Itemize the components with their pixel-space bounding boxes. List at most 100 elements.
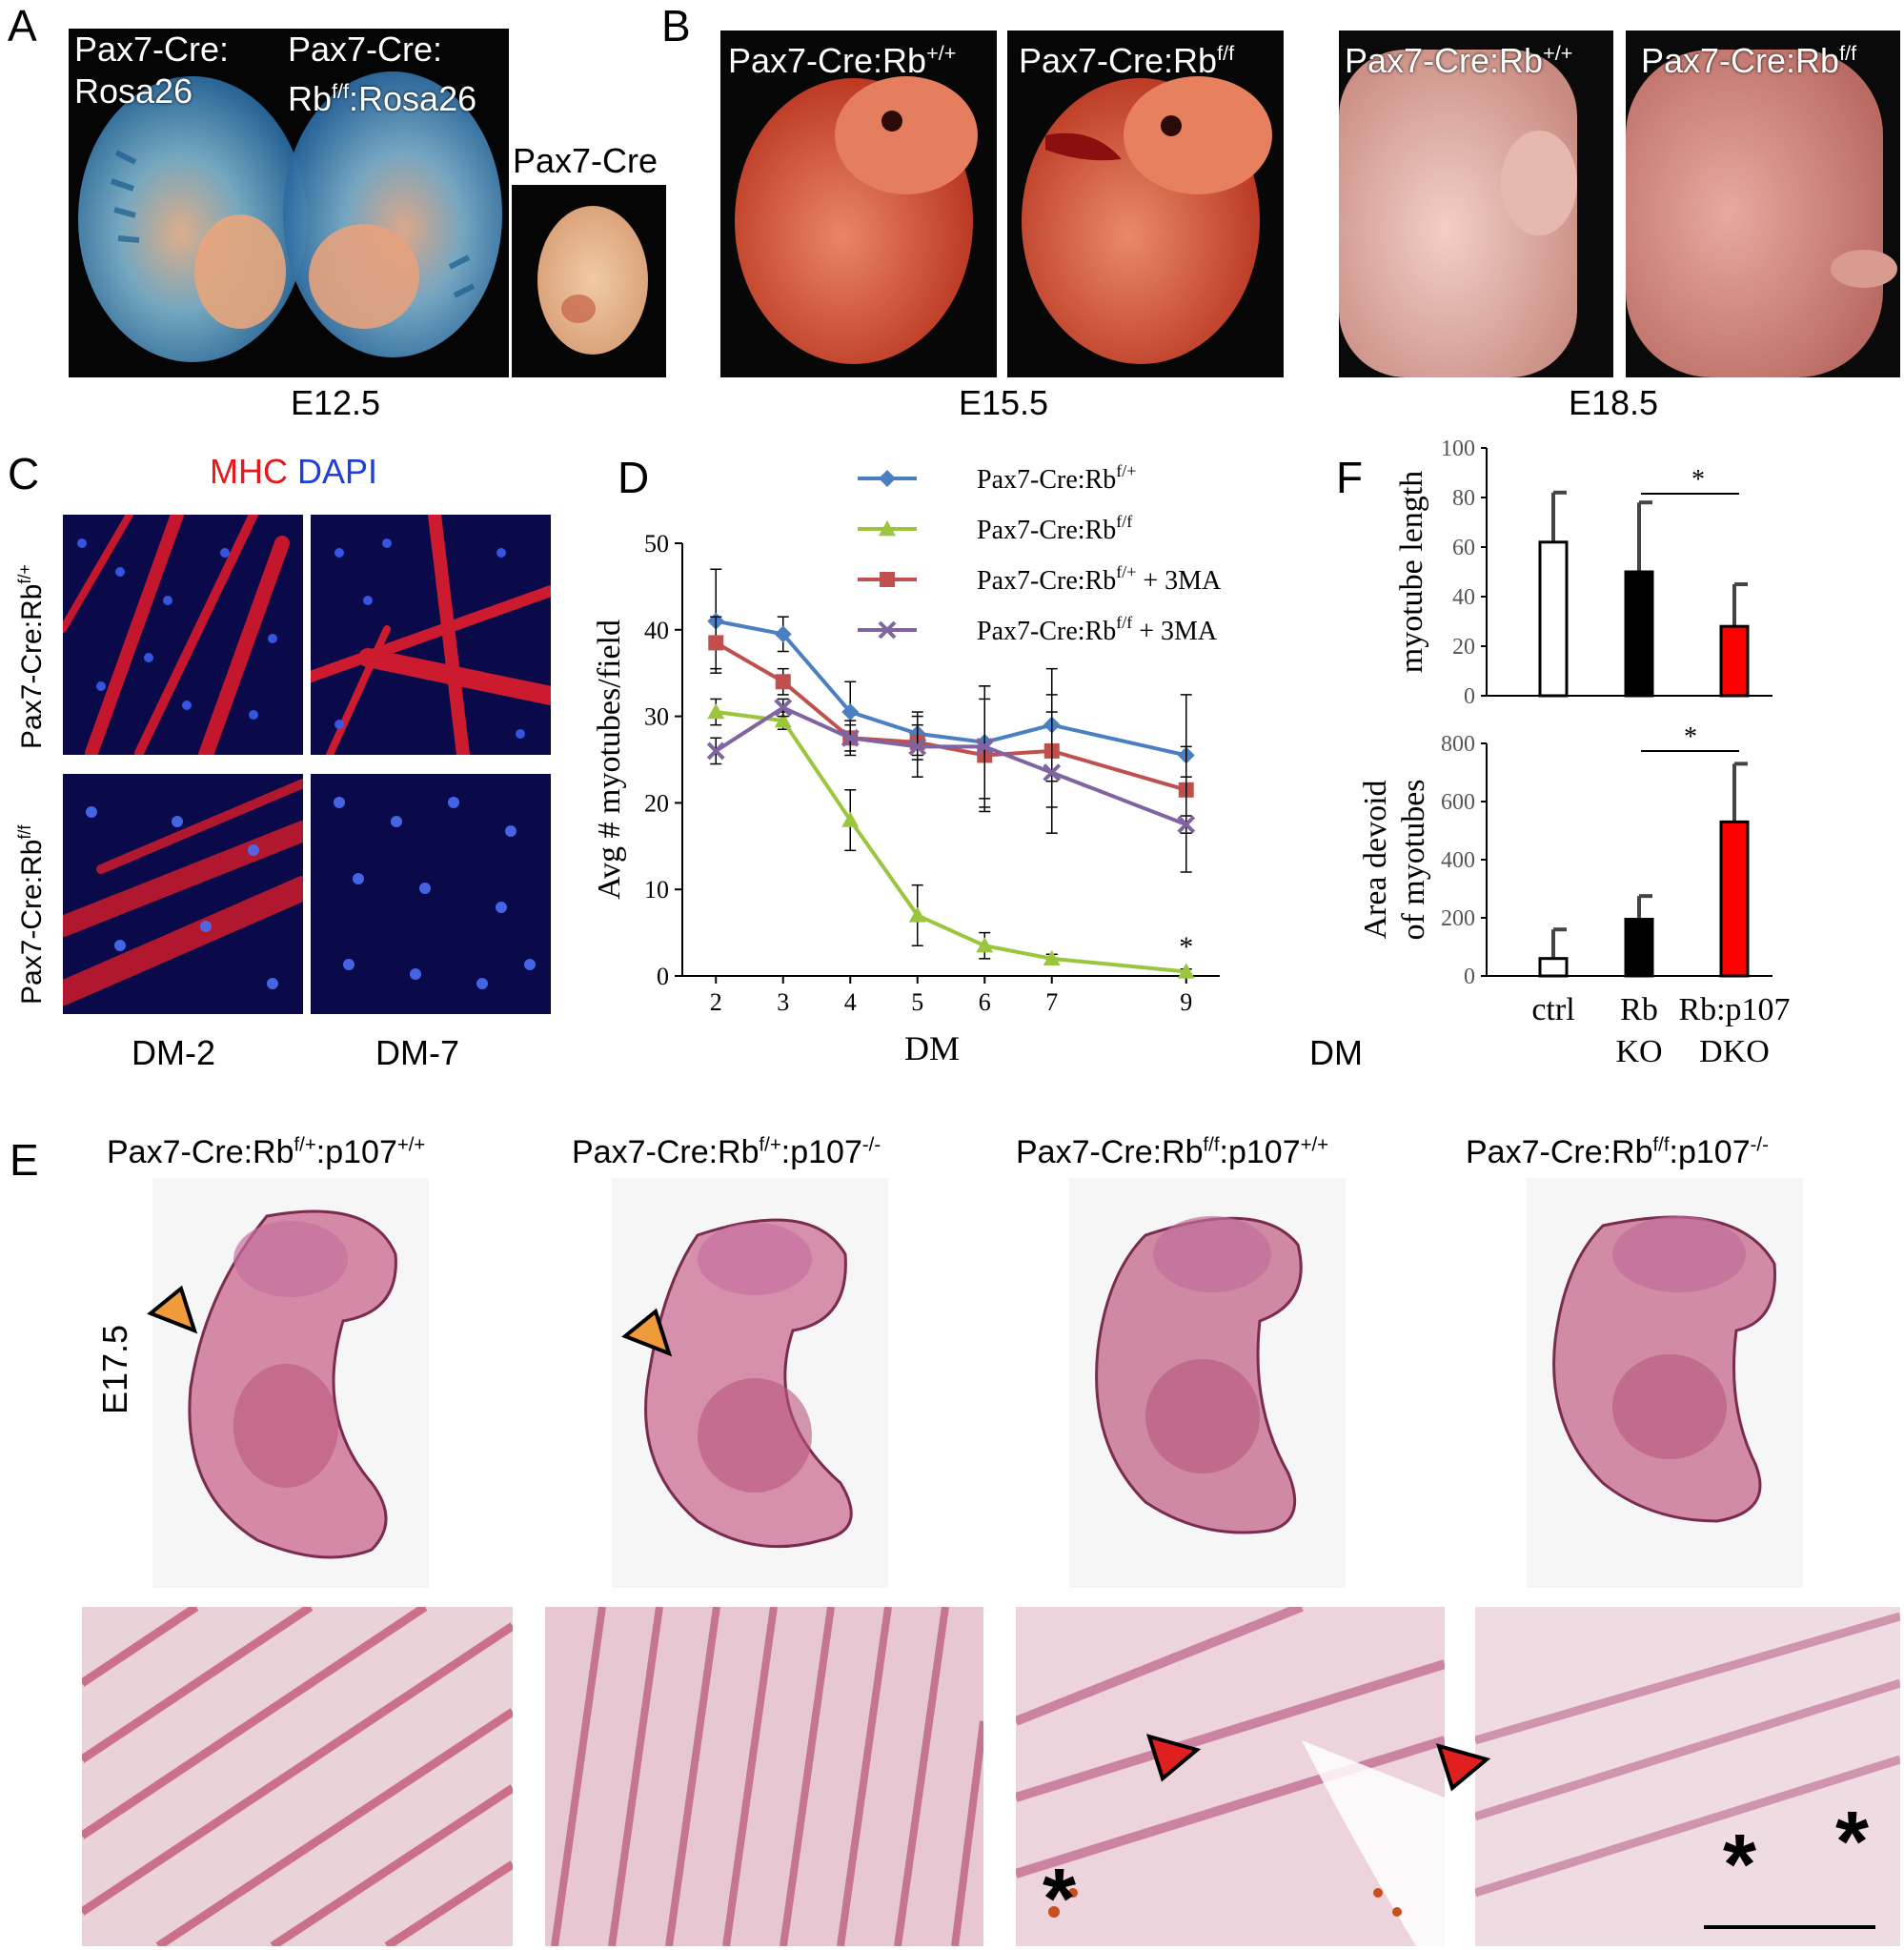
embryo-photo-b-e155-wt: Pax7-Cre:Rb+/+	[720, 30, 997, 377]
series-3	[706, 685, 1196, 873]
row-label-c-1: Pax7-Cre:Rbf/+	[15, 564, 48, 749]
fluorescence-c-wt-dm7	[311, 515, 551, 755]
panel-letter-c: C	[8, 449, 40, 498]
label-a-1: Pax7-Cre:	[74, 30, 230, 69]
legend-label: Pax7-Cre:Rbf/+	[977, 461, 1136, 495]
stage-b-2: E18.5	[1569, 383, 1659, 422]
legend-marker	[878, 620, 897, 640]
he-closeup-e-4: * *	[1475, 1607, 1900, 1946]
label-b-2: Pax7-Cre:Rbf/f	[1019, 41, 1235, 80]
x-axis-label: DM	[904, 1029, 960, 1067]
f-category-label: KO	[1615, 1034, 1662, 1069]
data-point	[708, 635, 724, 651]
legend-marker	[879, 520, 896, 537]
data-point	[841, 811, 860, 827]
data-point	[1177, 963, 1195, 979]
fluorescence-c-ko-dm7	[311, 774, 551, 1014]
data-point	[908, 906, 926, 923]
f-bot-y-tick-label: 400	[1441, 848, 1475, 873]
label-a-4: Rbf/f:Rosa26	[288, 79, 477, 118]
x-tick-label: 2	[710, 988, 722, 1016]
f-bot-y-tick-label: 600	[1441, 790, 1475, 815]
series-0	[707, 568, 1195, 817]
f-bot-bar-0	[1538, 957, 1569, 978]
panel-letter-f: F	[1336, 453, 1364, 502]
x-tick-label: 4	[844, 988, 857, 1016]
asterisk-e-4b: *	[1835, 1795, 1870, 1890]
y-tick-label: 20	[644, 789, 669, 817]
x-tick-label: 5	[911, 988, 923, 1016]
row-label-c-2: Pax7-Cre:Rbf/f	[15, 824, 48, 1005]
data-point	[1177, 815, 1196, 834]
stage-b-1: E15.5	[959, 383, 1049, 422]
data-point	[774, 699, 793, 717]
stage-e: E17.5	[95, 1324, 134, 1414]
genotype-e-2: Pax7-Cre:Rbf/+:p107-/-	[572, 1134, 881, 1170]
label-b-3: Pax7-Cre:Rb+/+	[1345, 41, 1573, 80]
label-a-3: Pax7-Cre:	[288, 30, 443, 69]
f-top-significance-star: *	[1691, 465, 1705, 495]
f-bot-y-tick-label: 0	[1464, 965, 1475, 989]
data-point	[774, 625, 792, 643]
genotype-e-1: Pax7-Cre:Rbf/+:p107+/+	[107, 1134, 426, 1170]
legend-label: Pax7-Cre:Rbf/f	[977, 512, 1132, 545]
data-point	[976, 937, 994, 953]
f-category-label: Rb	[1620, 992, 1658, 1027]
data-point	[707, 703, 725, 720]
legend-marker	[880, 572, 895, 587]
label-b-4: Pax7-Cre:Rbf/f	[1641, 41, 1857, 80]
embryo-photo-b-e185-ko: Pax7-Cre:Rbf/f	[1626, 30, 1900, 377]
f-top-y-axis-label: myotube length	[1394, 471, 1429, 673]
x-tick-label: 3	[777, 988, 789, 1016]
data-point	[841, 728, 860, 747]
he-closeup-e-3: *	[1016, 1607, 1445, 1946]
f-bot-y-axis-label: Area devoidof myotubes	[1358, 779, 1431, 940]
asterisk-e-4a: *	[1723, 1818, 1757, 1913]
y-axis-label: Avg # myotubes/field	[592, 620, 627, 900]
data-point	[774, 712, 792, 728]
f-category-label: DKO	[1699, 1034, 1770, 1069]
he-section-e-1	[152, 1178, 429, 1588]
arrowhead-red-1	[1145, 1734, 1202, 1782]
data-point	[1043, 949, 1061, 966]
y-tick-label: 10	[644, 876, 669, 904]
data-point	[908, 737, 927, 756]
f-category-label: Rb:p107	[1678, 992, 1790, 1027]
embryo-photo-a-rosa26: Pax7-Cre: Rosa26 Pax7-Cre: Rbf/f:Rosa26	[69, 29, 509, 377]
panel-letter-e: E	[10, 1135, 39, 1185]
y-tick-label: 40	[644, 617, 669, 644]
legend-label: Pax7-Cre:Rbf/+ + 3MA	[977, 562, 1222, 596]
he-closeup-e-1	[82, 1607, 513, 1946]
label-b-1: Pax7-Cre:Rb+/+	[728, 41, 957, 80]
f-top-bar-1	[1624, 570, 1654, 698]
embryo-photo-b-e155-ko: Pax7-Cre:Rbf/f	[1007, 30, 1284, 377]
genotype-e-4: Pax7-Cre:Rbf/f:p107-/-	[1466, 1134, 1769, 1170]
f-top-y-tick-label: 60	[1452, 536, 1475, 560]
f-top-bar-2	[1719, 624, 1750, 698]
f-bot-y-tick-label: 200	[1441, 906, 1475, 931]
panel-letter-a: A	[8, 1, 37, 51]
fluorescence-c-ko-dm2	[63, 774, 303, 1014]
chart-d-line: 0 10 20 30 40 50 2 3 4 5 6 7 9 DM Avg # myotubes/field…	[592, 461, 1222, 1067]
he-section-e-3	[1069, 1178, 1346, 1588]
y-tick-label: 0	[657, 963, 669, 990]
stage-a: E12.5	[291, 383, 381, 422]
f-top-y-tick-label: 0	[1464, 684, 1475, 709]
he-closeup-e-2	[545, 1607, 983, 1946]
arrowhead-orange-1	[147, 1285, 198, 1334]
f-bot-bar-2	[1719, 820, 1750, 978]
data-point	[706, 741, 725, 761]
f-top-bar-0	[1538, 540, 1569, 698]
significance-star: *	[1179, 931, 1193, 963]
panel-letter-b: B	[661, 1, 691, 51]
panel-letter-d: D	[618, 453, 650, 502]
y-tick-label: 30	[644, 703, 669, 731]
he-section-e-2	[612, 1178, 888, 1588]
stain-dapi: DAPI	[297, 452, 378, 491]
f-bot-y-tick-label: 800	[1441, 732, 1475, 757]
arrowhead-red-2	[1435, 1743, 1491, 1792]
f-top-y-tick-label: 100	[1441, 437, 1475, 461]
f-top-y-tick-label: 40	[1452, 585, 1475, 610]
legend-marker	[879, 470, 896, 487]
chart-f-bars: 0 20 40 60 80 100 myotube length * 0 200 400 600 800…	[1358, 437, 1791, 1069]
